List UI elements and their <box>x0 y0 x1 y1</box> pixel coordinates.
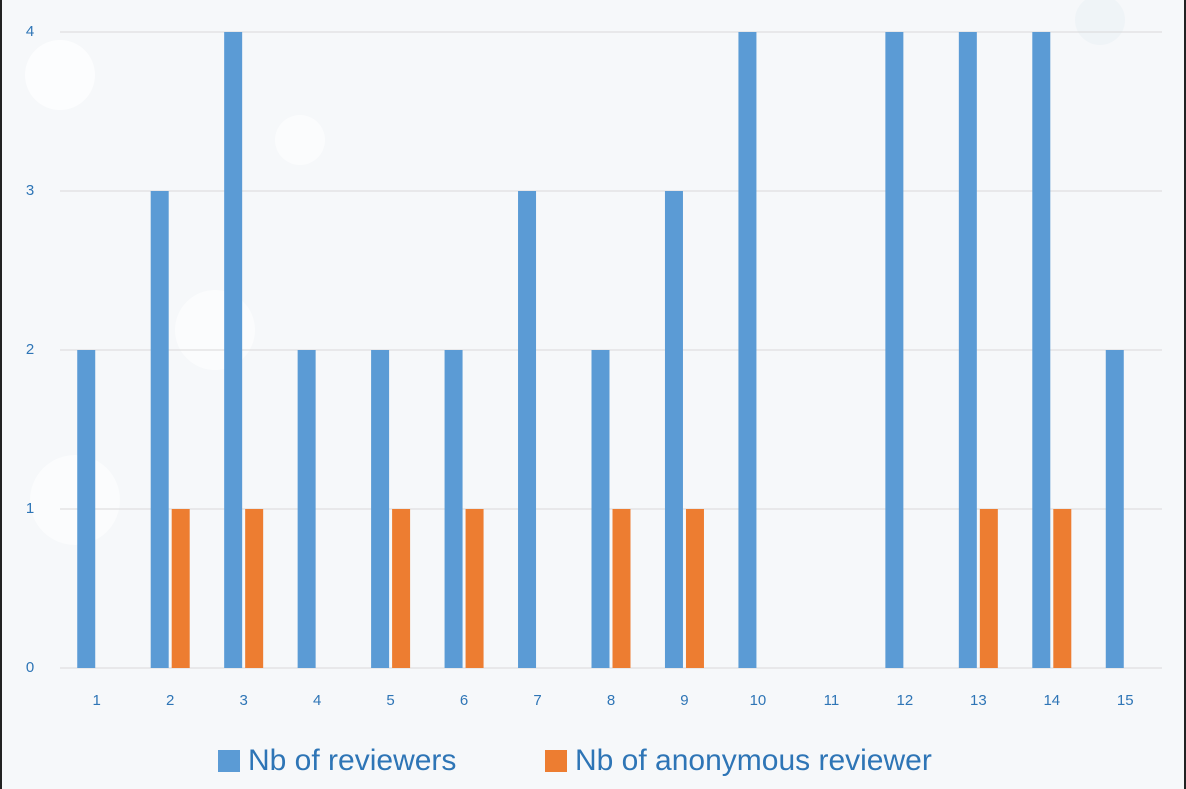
y-tick-label: 3 <box>26 182 34 199</box>
bar <box>1032 32 1051 668</box>
y-tick-label: 1 <box>26 500 34 517</box>
bar <box>297 350 316 668</box>
bar <box>77 350 96 668</box>
bar <box>885 32 904 668</box>
bar <box>1053 509 1072 668</box>
bar <box>150 191 169 668</box>
x-tick-label: 13 <box>970 692 987 709</box>
y-tick-label: 4 <box>26 23 34 40</box>
bar <box>171 509 190 668</box>
x-tick-label: 5 <box>386 692 394 709</box>
legend-swatch <box>218 750 240 772</box>
x-tick-label: 12 <box>897 692 914 709</box>
bar <box>1105 350 1124 668</box>
legend-swatch <box>545 750 567 772</box>
x-tick-label: 3 <box>239 692 247 709</box>
x-tick-label: 1 <box>93 692 101 709</box>
x-tick-label: 9 <box>680 692 688 709</box>
decor <box>25 40 95 110</box>
bar <box>591 350 610 668</box>
bar <box>664 191 683 668</box>
x-tick-label: 14 <box>1043 692 1060 709</box>
x-tick-label: 10 <box>750 692 767 709</box>
bar <box>979 509 998 668</box>
legend-label: Nb of reviewers <box>248 744 456 777</box>
bar <box>685 509 704 668</box>
bar <box>245 509 264 668</box>
x-tick-label: 6 <box>460 692 468 709</box>
decor <box>175 290 255 370</box>
x-tick-label: 15 <box>1117 692 1134 709</box>
y-tick-label: 2 <box>26 341 34 358</box>
bar <box>392 509 411 668</box>
bar <box>518 191 537 668</box>
x-tick-label: 8 <box>607 692 615 709</box>
bar <box>612 509 631 668</box>
legend-label: Nb of anonymous reviewer <box>575 744 932 777</box>
decor <box>30 455 120 545</box>
bar <box>224 32 243 668</box>
x-tick-label: 2 <box>166 692 174 709</box>
x-tick-label: 7 <box>533 692 541 709</box>
bar <box>738 32 757 668</box>
decor <box>1075 0 1125 45</box>
y-tick-label: 0 <box>26 659 34 676</box>
bar <box>444 350 463 668</box>
bar <box>958 32 977 668</box>
bar <box>465 509 484 668</box>
decor <box>275 115 325 165</box>
x-tick-label: 4 <box>313 692 321 709</box>
bar <box>371 350 390 668</box>
x-tick-label: 11 <box>824 692 840 709</box>
